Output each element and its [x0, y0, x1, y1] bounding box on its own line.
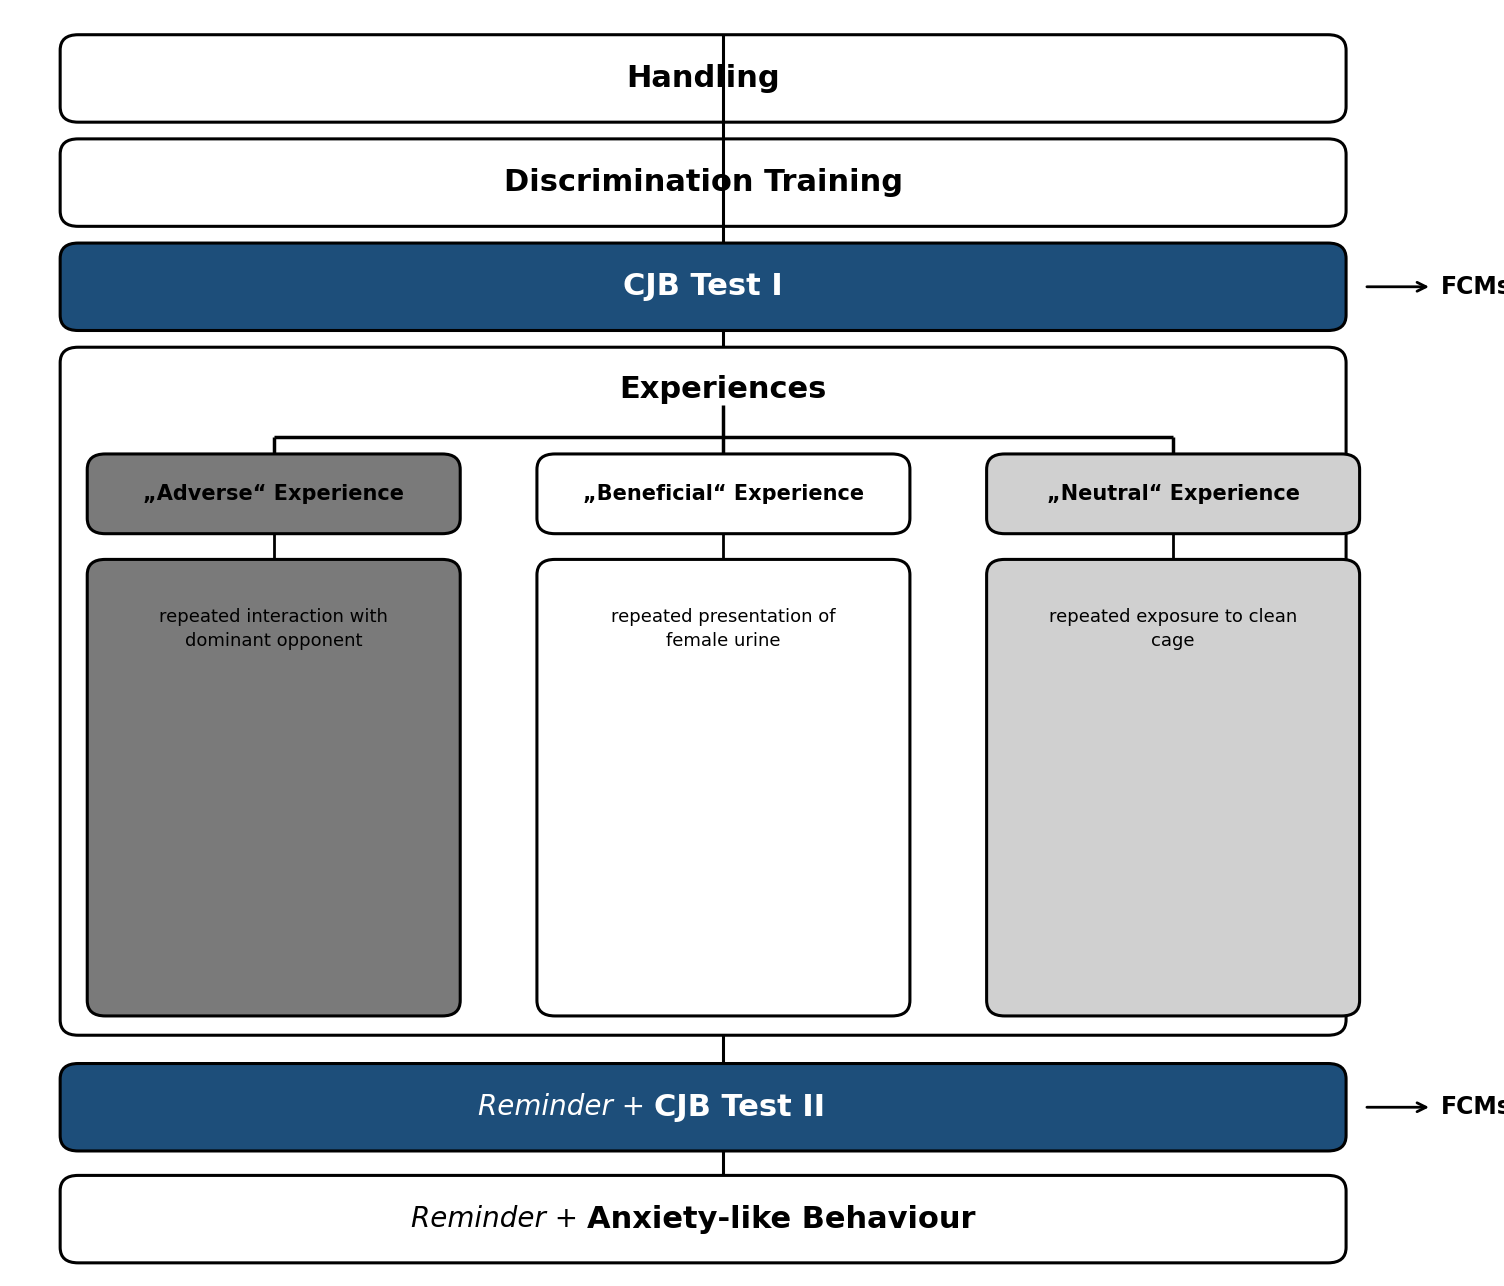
FancyBboxPatch shape: [987, 454, 1360, 534]
Text: Anxiety-like Behaviour: Anxiety-like Behaviour: [587, 1205, 975, 1233]
Text: FCMs: FCMs: [1441, 1096, 1504, 1119]
FancyBboxPatch shape: [60, 243, 1346, 331]
FancyBboxPatch shape: [87, 454, 460, 534]
Text: Experiences: Experiences: [620, 376, 827, 404]
Text: „Neutral“ Experience: „Neutral“ Experience: [1047, 484, 1299, 504]
FancyBboxPatch shape: [537, 454, 910, 534]
Text: CJB Test II: CJB Test II: [654, 1093, 826, 1121]
Text: Reminder +: Reminder +: [411, 1205, 587, 1233]
Text: repeated interaction with
dominant opponent: repeated interaction with dominant oppon…: [159, 608, 388, 649]
FancyBboxPatch shape: [60, 347, 1346, 1035]
Text: repeated exposure to clean
cage: repeated exposure to clean cage: [1048, 608, 1298, 649]
Text: Discrimination Training: Discrimination Training: [504, 168, 902, 197]
Text: CJB Test I: CJB Test I: [623, 273, 784, 301]
FancyBboxPatch shape: [60, 139, 1346, 226]
Text: „Adverse“ Experience: „Adverse“ Experience: [143, 484, 405, 504]
Text: „Beneficial“ Experience: „Beneficial“ Experience: [584, 484, 863, 504]
Text: Reminder +: Reminder +: [478, 1093, 654, 1121]
FancyBboxPatch shape: [987, 559, 1360, 1016]
FancyBboxPatch shape: [60, 1064, 1346, 1151]
FancyBboxPatch shape: [537, 559, 910, 1016]
Text: Handling: Handling: [626, 64, 781, 93]
FancyBboxPatch shape: [60, 1175, 1346, 1263]
Text: repeated presentation of
female urine: repeated presentation of female urine: [611, 608, 836, 649]
FancyBboxPatch shape: [87, 559, 460, 1016]
Text: FCMs: FCMs: [1441, 275, 1504, 298]
FancyBboxPatch shape: [60, 35, 1346, 122]
